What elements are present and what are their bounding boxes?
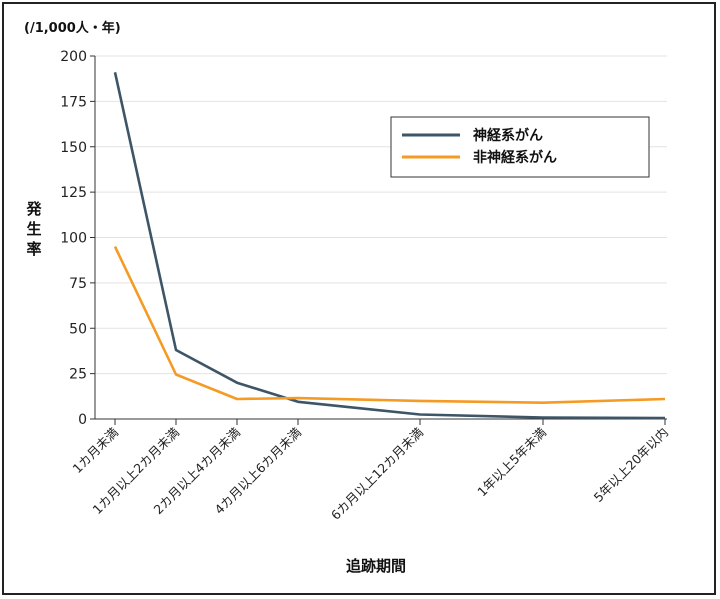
y-tick-label: 125 xyxy=(60,185,87,201)
y-tick-label: 100 xyxy=(60,231,87,247)
y-tick-label: 150 xyxy=(60,140,87,156)
y-axis-ticks: 0 25 50 75 100 125 150 175 200 xyxy=(60,49,95,428)
legend-label-non-neural: 非神経系がん xyxy=(473,149,557,166)
y-axis-label: 発生率 xyxy=(25,200,42,258)
legend-label-neural: 神経系がん xyxy=(473,127,543,144)
unit-label: (/1,000人・年) xyxy=(24,20,121,36)
legend-box xyxy=(390,116,650,178)
series-lines xyxy=(113,72,666,420)
y-tick-label: 0 xyxy=(78,412,87,428)
axes xyxy=(94,56,667,420)
series-line-non-neural xyxy=(113,246,666,405)
x-tick-label: 5年以上20年以内 xyxy=(591,425,672,506)
series-line-neural xyxy=(113,72,666,420)
y-axis-label-char: 生 xyxy=(26,220,41,238)
x-tick-label: 1カ月未満 xyxy=(70,425,122,477)
legend: 神経系がん 非神経系がん xyxy=(390,116,650,178)
x-tick-label: 6カ月以上12カ月未満 xyxy=(328,425,426,523)
y-axis-label-char: 発 xyxy=(25,200,42,218)
y-tick-label: 200 xyxy=(60,49,87,65)
y-axis-label-char: 率 xyxy=(26,240,41,258)
x-tick-label: 1年以上5年未満 xyxy=(474,425,549,500)
y-tick-label: 175 xyxy=(60,94,87,110)
y-tick-label: 50 xyxy=(69,321,87,337)
x-axis-label: 追跡期間 xyxy=(346,557,406,575)
y-tick-label: 25 xyxy=(69,367,87,383)
gridlines xyxy=(95,55,667,375)
y-tick-label: 75 xyxy=(69,276,87,292)
